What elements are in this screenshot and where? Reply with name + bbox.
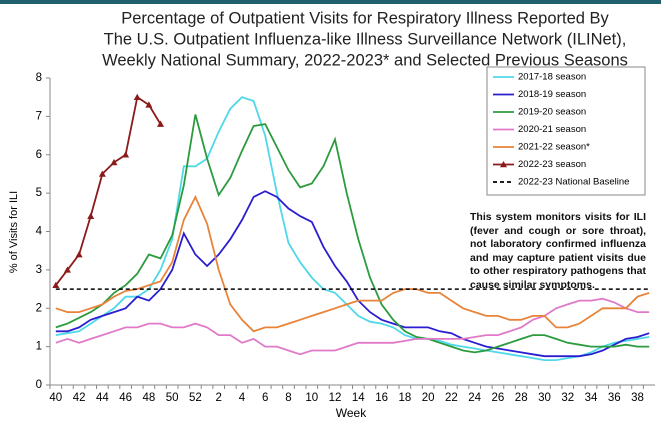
y-tick-label: 6: [36, 149, 42, 161]
legend-marker: [500, 161, 507, 168]
x-tick-label: 50: [166, 392, 179, 404]
x-tick-label: 22: [445, 392, 458, 404]
x-tick-label: 38: [631, 392, 644, 404]
x-tick-label: 10: [305, 392, 318, 404]
series-line: [55, 194, 650, 333]
chart-title: Weekly National Summary, 2022-2023* and …: [102, 51, 628, 69]
series-line: [55, 297, 650, 356]
x-tick-label: 30: [538, 392, 551, 404]
x-tick-label: 36: [608, 392, 621, 404]
x-tick-label: 18: [398, 392, 411, 404]
point-marker: [145, 101, 153, 108]
x-tick-label: 42: [73, 392, 86, 404]
x-tick-label: 52: [189, 392, 202, 404]
y-axis-label: % of Visits for ILI: [8, 191, 20, 273]
x-tick-label: 28: [515, 392, 528, 404]
x-tick-label: 20: [422, 392, 435, 404]
x-axis-label: Week: [336, 406, 367, 420]
x-tick-label: 4: [239, 392, 246, 404]
x-tick-label: 12: [329, 392, 342, 404]
legend-label: 2018-19 season: [518, 89, 586, 100]
x-tick-label: 8: [285, 392, 291, 404]
y-tick-label: 1: [36, 341, 42, 353]
x-tick-label: 46: [119, 392, 132, 404]
y-tick-label: 3: [36, 264, 42, 276]
series-line: [55, 96, 650, 361]
y-tick-label: 2: [36, 302, 42, 314]
x-tick-label: 16: [375, 392, 388, 404]
point-marker: [122, 151, 130, 158]
series-line: [55, 95, 162, 286]
x-tick-label: 14: [352, 392, 365, 404]
legend-box: [486, 66, 646, 196]
point-marker: [133, 93, 141, 100]
x-tick-label: 26: [492, 392, 505, 404]
point-marker: [63, 266, 71, 273]
point-marker: [157, 120, 165, 127]
series-line: [55, 190, 650, 358]
legend-label: 2022-23 National Baseline: [518, 177, 629, 188]
chart-title: The U.S. Outpatient Influenza-like Illne…: [104, 30, 627, 48]
y-tick-label: 0: [36, 379, 42, 391]
y-tick-label: 8: [36, 72, 42, 84]
x-tick-label: 40: [49, 392, 62, 404]
y-tick-label: 5: [36, 187, 42, 199]
legend-label: 2017-18 season: [518, 72, 586, 83]
x-tick-label: 2: [215, 392, 221, 404]
y-tick-label: 7: [36, 110, 42, 122]
legend-label: 2019-20 season: [518, 107, 586, 118]
series-line: [55, 114, 650, 354]
point-marker: [75, 251, 83, 258]
legend-label: 2021-22 season*: [518, 142, 590, 153]
x-tick-label: 34: [585, 392, 598, 404]
x-tick-label: 24: [468, 392, 481, 404]
legend-label: 2020-21 season: [518, 124, 586, 135]
x-tick-label: 32: [561, 392, 574, 404]
annotation: This system monitors visits for ILI (fev…: [470, 211, 646, 291]
y-tick-label: 4: [36, 226, 43, 238]
x-tick-label: 44: [96, 392, 109, 404]
point-marker: [98, 170, 106, 177]
x-tick-label: 6: [262, 392, 268, 404]
legend-label: 2022-23 season: [518, 159, 586, 170]
chart-title: Percentage of Outpatient Visits for Resp…: [121, 9, 609, 27]
top-bar: [0, 0, 661, 4]
point-marker: [110, 158, 118, 166]
point-marker: [87, 212, 95, 219]
point-marker: [52, 281, 60, 289]
x-tick-label: 48: [142, 392, 155, 404]
